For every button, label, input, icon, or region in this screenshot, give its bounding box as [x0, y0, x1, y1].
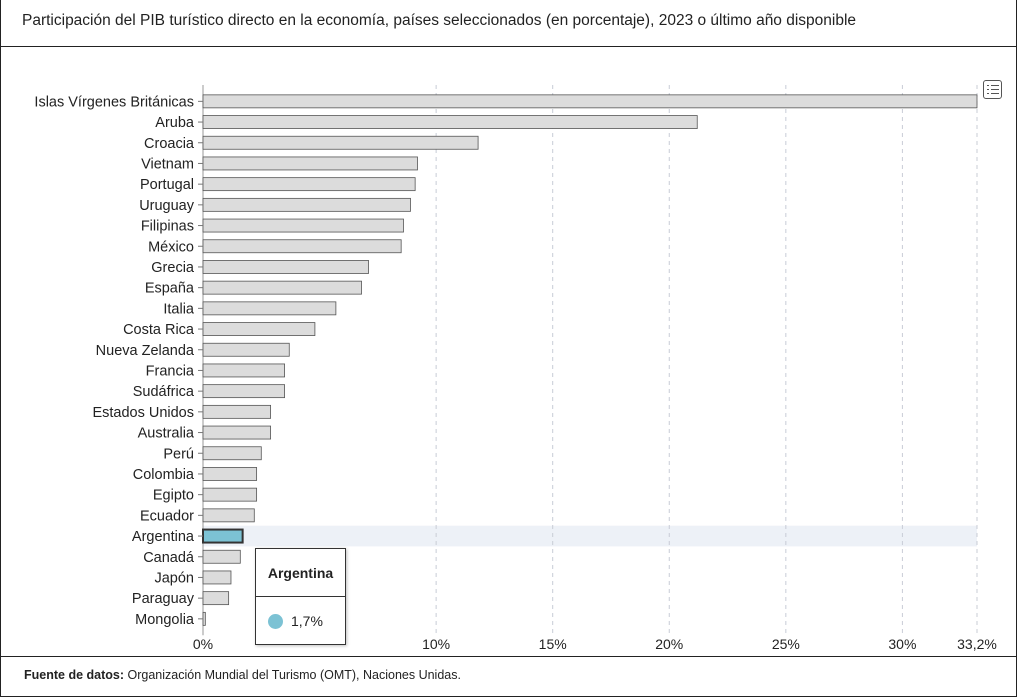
category-label: Costa Rica	[123, 322, 195, 338]
bar[interactable]	[202, 342, 290, 357]
bar[interactable]	[202, 487, 258, 502]
bar[interactable]	[202, 322, 316, 336]
category-label: Estados Unidos	[92, 405, 194, 421]
category-label: Grecia	[151, 260, 195, 276]
category-label: Portugal	[140, 177, 194, 193]
category-label: Argentina	[132, 529, 195, 545]
bar[interactable]	[202, 467, 258, 481]
bar-chart: Islas Vírgenes Británicas Aruba Croacia Vie…	[34, 85, 997, 652]
bar[interactable]	[202, 508, 255, 523]
bar[interactable]	[202, 591, 230, 606]
category-label: Australia	[138, 426, 195, 442]
footer-divider	[0, 656, 1017, 657]
category-label: Egipto	[153, 488, 194, 504]
tooltip-row: 1,7%	[256, 597, 345, 645]
bar[interactable]	[202, 549, 241, 564]
x-tick-label: 25%	[772, 636, 800, 652]
tooltip: Argentina 1,7%	[255, 548, 346, 645]
source-text: Organización Mundial del Turismo (OMT), …	[127, 668, 461, 682]
tooltip-swatch	[268, 613, 283, 629]
x-tick-label: 33,2%	[957, 636, 997, 652]
bar[interactable]	[202, 611, 206, 626]
bar[interactable]	[202, 135, 479, 150]
bar[interactable]	[202, 239, 402, 254]
highlight-band	[203, 525, 977, 547]
category-label: Japón	[154, 570, 194, 586]
bar[interactable]	[202, 404, 272, 419]
category-label: Vietnam	[141, 156, 194, 172]
bar[interactable]	[202, 425, 272, 440]
category-label: Francia	[146, 363, 195, 379]
bar[interactable]	[202, 446, 262, 461]
x-tick-label: 0%	[193, 636, 213, 652]
category-label: Mongolia	[135, 612, 195, 628]
bar[interactable]	[202, 528, 244, 544]
category-label: Colombia	[133, 467, 195, 483]
bar[interactable]	[202, 570, 232, 585]
source-label: Fuente de datos:	[24, 668, 125, 682]
x-tick-label: 10%	[422, 636, 450, 652]
category-label: Nueva Zelanda	[96, 343, 195, 359]
category-label: México	[148, 239, 194, 255]
bar[interactable]	[202, 280, 362, 295]
tooltip-country: Argentina	[256, 549, 345, 597]
list-menu-icon[interactable]	[983, 80, 1002, 99]
category-label: España	[145, 281, 195, 297]
bar[interactable]	[202, 218, 404, 233]
source-note: Fuente de datos: Organización Mundial de…	[24, 668, 461, 682]
bar[interactable]	[202, 94, 978, 109]
category-label: Croacia	[144, 136, 195, 152]
x-tick-label: 30%	[888, 636, 916, 652]
bar[interactable]	[202, 156, 418, 171]
category-label: Uruguay	[139, 198, 195, 214]
category-label: Canadá	[143, 550, 195, 566]
category-label: Ecuador	[140, 508, 194, 524]
category-label: Italia	[163, 301, 195, 317]
bar[interactable]	[202, 384, 285, 399]
category-label: Perú	[163, 446, 194, 462]
category-label: Paraguay	[132, 591, 195, 607]
category-label: Islas Vírgenes Británicas	[34, 94, 194, 110]
category-label: Sudáfrica	[133, 384, 195, 400]
title-bar: Participación del PIB turístico directo …	[0, 0, 1017, 47]
tooltip-value: 1,7%	[291, 613, 323, 629]
bar[interactable]	[202, 260, 369, 274]
chart-title: Participación del PIB turístico directo …	[22, 12, 857, 29]
category-label: Filipinas	[141, 219, 194, 235]
bar[interactable]	[202, 115, 698, 129]
bar[interactable]	[202, 197, 411, 212]
bar[interactable]	[202, 301, 337, 316]
x-tick-label: 15%	[539, 636, 567, 652]
bar[interactable]	[202, 363, 285, 378]
category-label: Aruba	[155, 115, 195, 131]
x-tick-label: 20%	[655, 636, 683, 652]
bar[interactable]	[202, 177, 416, 192]
